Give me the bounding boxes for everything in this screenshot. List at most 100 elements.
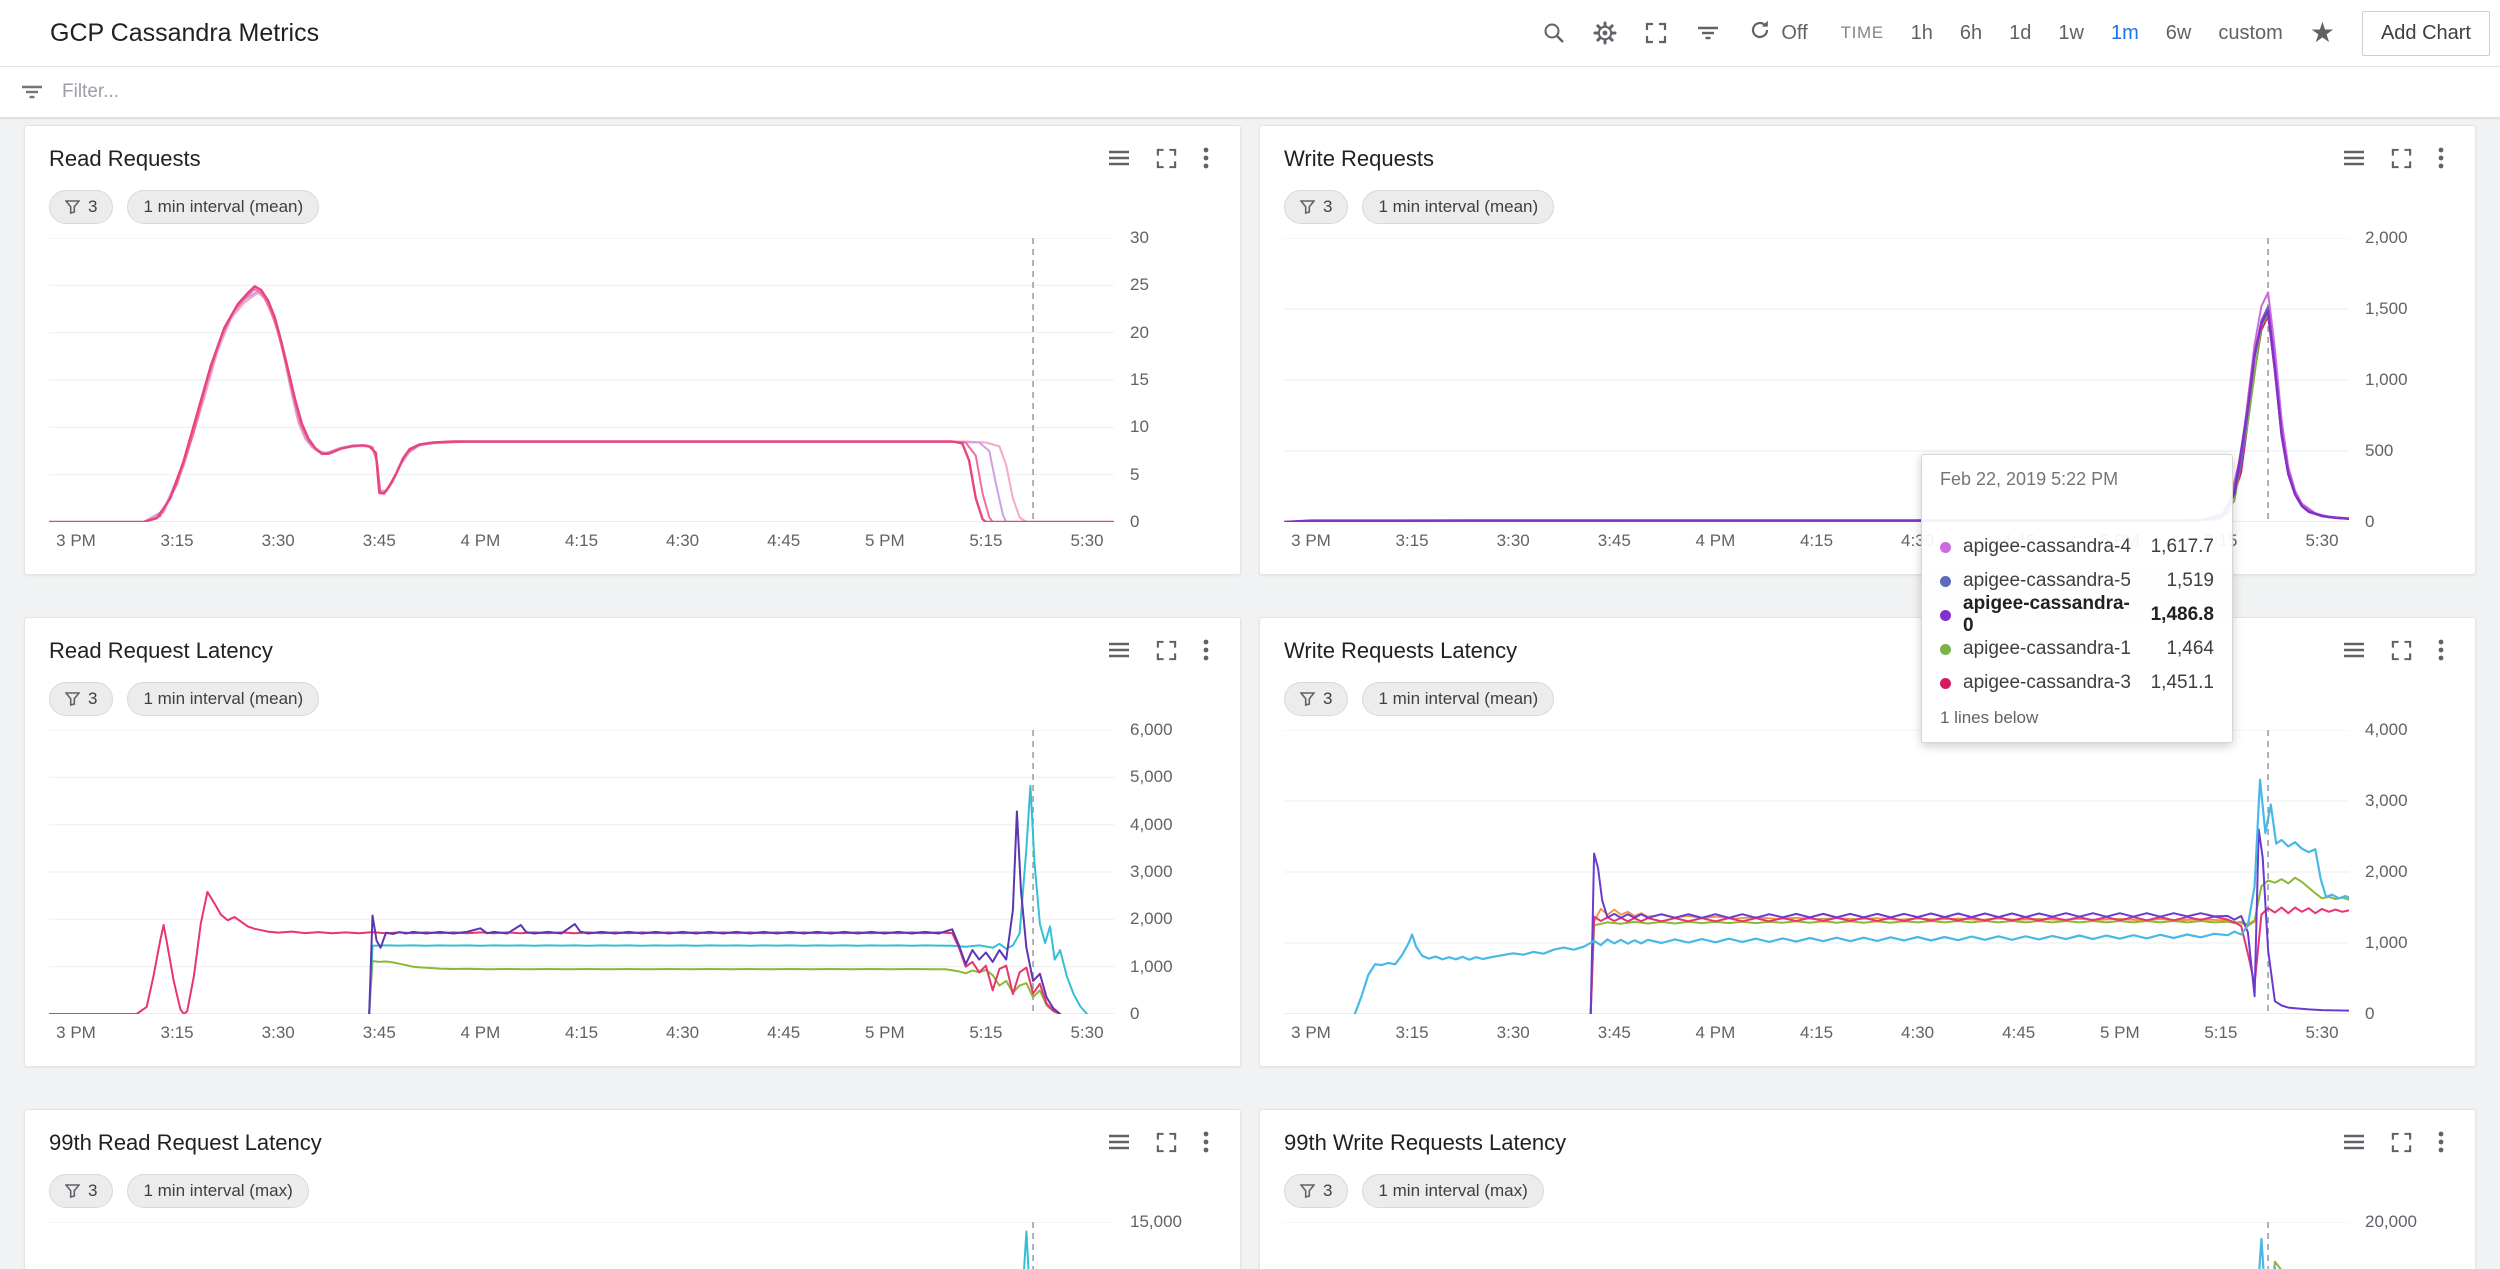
interval-chip-label: 1 min interval (mean)	[1378, 689, 1539, 708]
y-tick-label: 10	[1130, 417, 1149, 437]
filter-chip-count: 3	[1323, 689, 1333, 708]
y-tick-label: 20,000	[2365, 1212, 2417, 1231]
more-options-icon[interactable]	[2437, 146, 2445, 170]
chart-plot[interactable]	[49, 730, 1114, 1014]
series-value: 1,486.8	[2150, 604, 2214, 625]
interval-chip[interactable]: 1 min interval (mean)	[1362, 682, 1555, 716]
x-axis: 3 PM 3:15 3:30 3:45 4 PM 4:15 4:30 4:45 5 PM 5:15…	[49, 522, 1114, 562]
auto-refresh-toggle[interactable]: Off	[1748, 18, 1808, 48]
series-name: apigee-cassandra-0	[1963, 593, 2130, 636]
interval-chip[interactable]: 1 min interval (mean)	[1362, 190, 1555, 224]
series-value: 1,617.7	[2150, 536, 2214, 557]
interval-chip[interactable]: 1 min interval (mean)	[127, 190, 320, 224]
more-options-icon[interactable]	[1202, 146, 1210, 170]
time-range-6h[interactable]: 6h	[1959, 21, 1983, 44]
search-icon[interactable]	[1542, 21, 1566, 45]
more-options-icon[interactable]	[1202, 1130, 1210, 1154]
y-tick-label: 0	[2365, 512, 2375, 531]
legend-icon[interactable]	[1107, 638, 1131, 662]
expand-icon[interactable]	[1155, 146, 1178, 170]
time-range-6w[interactable]: 6w	[2165, 21, 2192, 44]
time-range-1d[interactable]: 1d	[2009, 21, 2032, 44]
interval-chip-label: 1 min interval (mean)	[143, 689, 304, 708]
x-tick-label: 5 PM	[2099, 1023, 2140, 1042]
filter-count-chip[interactable]: 3	[1284, 190, 1349, 224]
star-icon[interactable]: ★	[2309, 17, 2335, 48]
y-tick-label: 2,000	[2365, 862, 2408, 881]
chart-series-line	[49, 290, 1114, 522]
x-tick-label: 4 PM	[1695, 531, 1736, 550]
chart-grid: Read Requests 3 1 min i	[0, 117, 2500, 1269]
legend-icon[interactable]	[2342, 638, 2366, 662]
filter-chip-count: 3	[88, 1181, 98, 1200]
interval-chip[interactable]: 1 min interval (mean)	[127, 682, 320, 716]
chart-title: Read Requests	[49, 146, 201, 171]
fullscreen-icon[interactable]	[1644, 21, 1668, 45]
x-tick-label: 5:30	[1070, 531, 1104, 550]
x-tick-label: 3:45	[362, 1023, 396, 1042]
chart-series-line	[1353, 778, 2349, 1014]
tooltip-row: apigee-cassandra-1 1,464	[1940, 632, 2214, 666]
funnel-icon	[65, 1184, 80, 1198]
x-tick-label: 3 PM	[56, 1023, 96, 1042]
x-tick-label: 5 PM	[864, 1023, 905, 1042]
more-options-icon[interactable]	[1202, 638, 1210, 662]
chart-series-line	[1589, 828, 2349, 1014]
page-title: GCP Cassandra Metrics	[50, 18, 320, 47]
y-tick-label: 4,000	[1130, 814, 1173, 834]
x-tick-label: 4:45	[767, 1023, 801, 1042]
funnel-icon	[65, 692, 80, 706]
filter-count-chip[interactable]: 3	[1284, 1174, 1349, 1208]
y-axis: 0 5 10 15 20 25 30	[1114, 228, 1214, 531]
filter-count-chip[interactable]: 3	[49, 190, 114, 224]
x-tick-label: 5:15	[969, 531, 1003, 550]
filter-count-chip[interactable]: 3	[1284, 682, 1349, 716]
chart-card: 99th Read Request Latency 3	[24, 1109, 1241, 1269]
x-axis: 3 PM 3:15 3:30 3:45 4 PM 4:15 4:30 4:45 5 PM 5:15…	[49, 1014, 1114, 1054]
settings-gear-icon[interactable]	[1593, 21, 1617, 45]
expand-icon[interactable]	[1155, 638, 1178, 662]
time-range-custom[interactable]: custom	[2218, 21, 2283, 44]
time-range-1h[interactable]: 1h	[1910, 21, 1933, 44]
x-tick-label: 5:30	[2305, 1023, 2339, 1042]
more-options-icon[interactable]	[2437, 638, 2445, 662]
expand-icon[interactable]	[2390, 146, 2413, 170]
chart-plot[interactable]	[49, 1222, 1114, 1269]
x-tick-label: 3 PM	[1291, 531, 1331, 550]
tooltip-footer: 1 lines below	[1940, 708, 2039, 727]
chart-card: 99th Write Requests Latency 3	[1259, 1109, 2476, 1269]
filter-count-chip[interactable]: 3	[49, 1174, 114, 1208]
chart-series-line	[49, 890, 1062, 1014]
expand-icon[interactable]	[1155, 1130, 1178, 1154]
series-name: apigee-cassandra-1	[1963, 638, 2131, 659]
chart-plot[interactable]	[1284, 730, 2349, 1014]
interval-chip-label: 1 min interval (max)	[1378, 1181, 1528, 1200]
chart-plot[interactable]	[49, 238, 1114, 522]
filter-count-chip[interactable]: 3	[49, 682, 114, 716]
time-range-1m[interactable]: 1m	[2110, 21, 2139, 44]
legend-icon[interactable]	[2342, 146, 2366, 170]
expand-icon[interactable]	[2390, 638, 2413, 662]
chart-plot[interactable]	[1284, 1222, 2349, 1269]
funnel-icon	[1300, 692, 1315, 706]
chart-series-line	[368, 784, 1088, 1014]
interval-chip[interactable]: 1 min interval (max)	[127, 1174, 309, 1208]
dashboard-filter-input[interactable]	[62, 81, 2480, 103]
chart-series-line	[49, 291, 1114, 522]
x-tick-label: 3:30	[261, 531, 295, 550]
x-axis: 3 PM 3:15 3:30 3:45 4 PM 4:15 4:30 4:45 5 PM 5:15…	[1284, 1014, 2349, 1054]
time-range-1w[interactable]: 1w	[2058, 21, 2084, 44]
y-tick-label: 1,000	[2365, 933, 2408, 952]
y-tick-label: 30	[1130, 228, 1149, 247]
add-chart-button[interactable]: Add Chart	[2361, 10, 2490, 56]
chart-plot[interactable]	[1284, 238, 2349, 522]
legend-icon[interactable]	[1107, 146, 1131, 170]
legend-icon[interactable]	[1107, 1130, 1131, 1154]
chart-title: 99th Read Request Latency	[49, 1130, 322, 1155]
legend-icon[interactable]	[2342, 1130, 2366, 1154]
filter-list-icon[interactable]	[1695, 21, 1721, 45]
expand-icon[interactable]	[2390, 1130, 2413, 1154]
more-options-icon[interactable]	[2437, 1130, 2445, 1154]
y-tick-label: 25	[1130, 275, 1149, 295]
interval-chip[interactable]: 1 min interval (max)	[1362, 1174, 1544, 1208]
